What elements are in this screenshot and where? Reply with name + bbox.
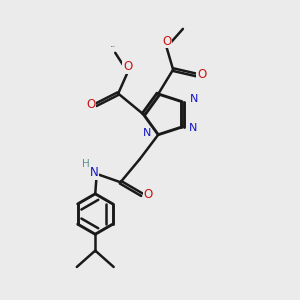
Text: H: H [82, 159, 89, 170]
Text: N: N [143, 128, 152, 138]
Text: O: O [123, 60, 132, 73]
Text: O: O [143, 188, 152, 201]
Text: O: O [162, 35, 171, 48]
Text: N: N [89, 166, 98, 179]
Text: O: O [86, 98, 95, 111]
Text: N: N [190, 94, 198, 104]
Text: methyl: methyl [111, 46, 116, 47]
Text: N: N [189, 123, 197, 134]
Text: O: O [197, 68, 206, 82]
